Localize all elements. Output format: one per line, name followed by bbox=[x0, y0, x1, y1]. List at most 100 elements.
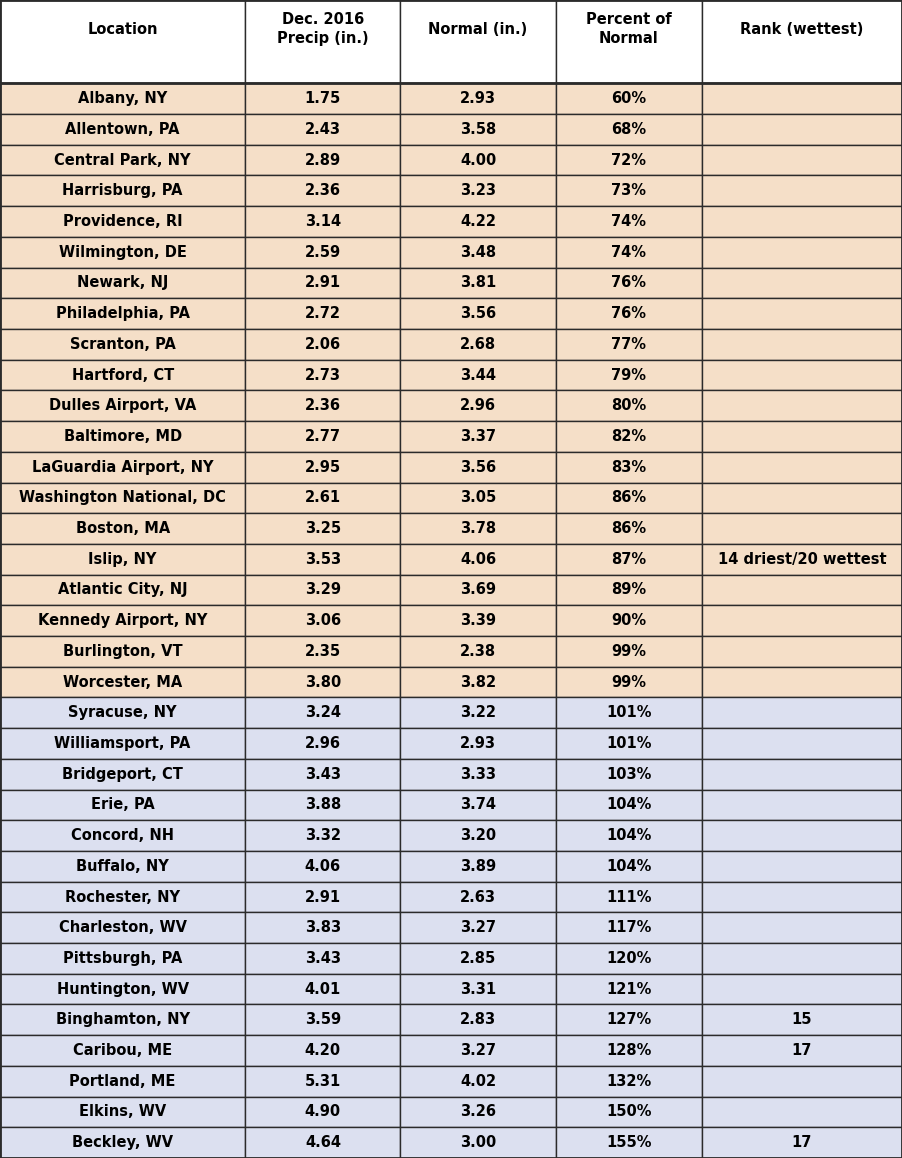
Bar bbox=[245, 790, 400, 820]
Text: 76%: 76% bbox=[612, 306, 646, 321]
Bar bbox=[556, 697, 702, 728]
Text: 4.20: 4.20 bbox=[305, 1043, 341, 1058]
Bar bbox=[702, 267, 902, 299]
Text: 3.43: 3.43 bbox=[305, 951, 341, 966]
Bar bbox=[702, 881, 902, 913]
Text: 3.39: 3.39 bbox=[460, 614, 496, 628]
Bar bbox=[702, 237, 902, 267]
Text: 3.89: 3.89 bbox=[460, 859, 496, 874]
Text: 101%: 101% bbox=[606, 705, 651, 720]
Bar bbox=[400, 574, 556, 606]
Bar bbox=[245, 636, 400, 667]
Bar bbox=[400, 1065, 556, 1097]
Bar bbox=[245, 267, 400, 299]
Bar bbox=[0, 697, 245, 728]
Text: 2.73: 2.73 bbox=[305, 367, 341, 382]
Bar bbox=[556, 881, 702, 913]
Bar bbox=[702, 728, 902, 758]
Text: 3.14: 3.14 bbox=[305, 214, 341, 229]
Bar bbox=[245, 728, 400, 758]
Bar bbox=[0, 329, 245, 360]
Bar bbox=[400, 267, 556, 299]
Bar bbox=[245, 390, 400, 422]
Bar bbox=[0, 422, 245, 452]
Bar bbox=[245, 299, 400, 329]
Bar bbox=[245, 452, 400, 483]
Bar bbox=[0, 667, 245, 697]
Bar bbox=[702, 697, 902, 728]
Bar bbox=[556, 1065, 702, 1097]
Text: 72%: 72% bbox=[612, 153, 646, 168]
Bar bbox=[245, 1035, 400, 1065]
Text: 3.48: 3.48 bbox=[460, 244, 496, 259]
Bar bbox=[400, 1004, 556, 1035]
Bar bbox=[556, 483, 702, 513]
Bar bbox=[556, 1035, 702, 1065]
Bar bbox=[400, 790, 556, 820]
Bar bbox=[556, 1097, 702, 1127]
Bar bbox=[400, 1035, 556, 1065]
Bar bbox=[400, 697, 556, 728]
Text: Scranton, PA: Scranton, PA bbox=[69, 337, 176, 352]
Bar bbox=[556, 974, 702, 1004]
Bar bbox=[245, 606, 400, 636]
Bar bbox=[0, 360, 245, 390]
Text: 3.33: 3.33 bbox=[460, 767, 496, 782]
Text: 4.01: 4.01 bbox=[305, 982, 341, 997]
Text: 17: 17 bbox=[792, 1043, 812, 1058]
Bar bbox=[556, 145, 702, 176]
Text: Williamsport, PA: Williamsport, PA bbox=[54, 736, 191, 752]
Text: 3.80: 3.80 bbox=[305, 675, 341, 690]
Bar bbox=[245, 83, 400, 115]
Text: 155%: 155% bbox=[606, 1135, 651, 1150]
Text: Philadelphia, PA: Philadelphia, PA bbox=[56, 306, 189, 321]
Bar bbox=[702, 360, 902, 390]
Text: 3.26: 3.26 bbox=[460, 1105, 496, 1120]
Bar bbox=[556, 606, 702, 636]
Text: 2.72: 2.72 bbox=[305, 306, 341, 321]
Text: Huntington, WV: Huntington, WV bbox=[57, 982, 189, 997]
Text: Rank (wettest): Rank (wettest) bbox=[741, 22, 863, 37]
Bar bbox=[556, 574, 702, 606]
Text: 2.43: 2.43 bbox=[305, 122, 341, 137]
Bar bbox=[556, 1127, 702, 1158]
Text: Beckley, WV: Beckley, WV bbox=[72, 1135, 173, 1150]
Bar bbox=[556, 820, 702, 851]
Bar bbox=[556, 237, 702, 267]
Text: 111%: 111% bbox=[606, 889, 651, 904]
Text: 117%: 117% bbox=[606, 921, 651, 936]
Bar bbox=[245, 913, 400, 943]
Bar bbox=[702, 176, 902, 206]
Bar bbox=[556, 267, 702, 299]
Bar bbox=[245, 237, 400, 267]
Bar bbox=[0, 452, 245, 483]
Bar bbox=[556, 913, 702, 943]
Text: 2.36: 2.36 bbox=[305, 183, 341, 198]
Bar bbox=[400, 974, 556, 1004]
Text: 4.00: 4.00 bbox=[460, 153, 496, 168]
Text: 3.81: 3.81 bbox=[460, 276, 496, 291]
Bar bbox=[702, 1004, 902, 1035]
Text: 3.56: 3.56 bbox=[460, 306, 496, 321]
Text: Providence, RI: Providence, RI bbox=[63, 214, 182, 229]
Text: 5.31: 5.31 bbox=[305, 1073, 341, 1089]
Text: 90%: 90% bbox=[612, 614, 646, 628]
Bar bbox=[0, 544, 245, 574]
Bar bbox=[702, 758, 902, 790]
Bar bbox=[400, 606, 556, 636]
Text: 3.20: 3.20 bbox=[460, 828, 496, 843]
Bar bbox=[0, 758, 245, 790]
Text: 3.05: 3.05 bbox=[460, 490, 496, 505]
Bar bbox=[400, 390, 556, 422]
Text: Kennedy Airport, NY: Kennedy Airport, NY bbox=[38, 614, 207, 628]
Text: 2.93: 2.93 bbox=[460, 736, 496, 752]
Text: 3.53: 3.53 bbox=[305, 551, 341, 566]
Bar bbox=[245, 667, 400, 697]
Text: LaGuardia Airport, NY: LaGuardia Airport, NY bbox=[32, 460, 214, 475]
Text: 60%: 60% bbox=[612, 91, 646, 107]
Bar bbox=[556, 329, 702, 360]
Bar bbox=[245, 697, 400, 728]
Bar bbox=[245, 851, 400, 881]
Bar bbox=[400, 820, 556, 851]
Bar bbox=[702, 329, 902, 360]
